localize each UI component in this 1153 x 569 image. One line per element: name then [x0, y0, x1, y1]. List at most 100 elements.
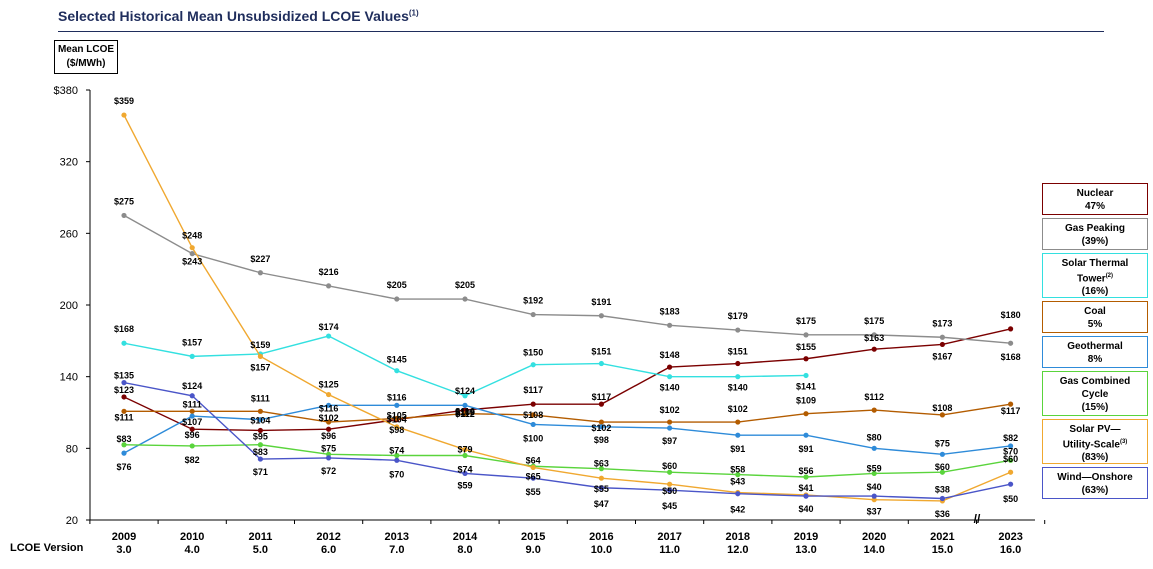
data-label: $175 — [796, 316, 816, 326]
data-point — [257, 408, 263, 414]
data-point — [121, 394, 127, 400]
data-label: $74 — [457, 465, 472, 475]
data-point — [939, 341, 946, 348]
data-label: $80 — [867, 432, 882, 442]
chart-title: Selected Historical Mean Unsubsidized LC… — [58, 8, 419, 24]
version-label: 12.0 — [727, 544, 748, 556]
data-label: $36 — [935, 509, 950, 519]
data-point — [803, 474, 809, 480]
data-label: $180 — [1001, 310, 1021, 320]
data-point — [326, 402, 332, 408]
data-point — [735, 360, 741, 367]
data-label: $104 — [250, 416, 270, 426]
data-label: $140 — [728, 383, 748, 393]
data-point — [189, 426, 195, 432]
data-label: $145 — [387, 355, 407, 365]
data-point — [326, 426, 332, 432]
data-point — [462, 446, 468, 453]
data-label: $155 — [796, 342, 816, 352]
y-tick-label: $380 — [54, 85, 78, 97]
legend-text: Nuclear — [1076, 188, 1114, 199]
data-label: $37 — [867, 507, 882, 517]
x-tick-label: 2015 — [521, 531, 545, 543]
data-label: $70 — [1003, 446, 1018, 456]
data-label: $116 — [455, 406, 475, 416]
data-label: $248 — [182, 231, 202, 241]
x-tick-label: 2018 — [726, 531, 750, 543]
data-label: $157 — [182, 337, 202, 347]
data-label: $70 — [389, 469, 404, 479]
data-point — [735, 374, 741, 380]
data-point — [530, 421, 536, 428]
title-rule — [58, 31, 1104, 32]
data-point — [667, 469, 673, 475]
data-label: $205 — [455, 280, 475, 290]
data-point — [257, 427, 263, 434]
y-axis-label-line2: ($/MWh) — [66, 58, 106, 69]
data-point — [462, 393, 468, 399]
data-label: $148 — [660, 350, 680, 360]
data-point — [326, 455, 332, 461]
legend-text: (15%) — [1081, 402, 1109, 413]
data-label: $96 — [321, 431, 336, 441]
data-point — [803, 493, 809, 499]
data-label: $227 — [250, 254, 270, 264]
data-label: $64 — [526, 455, 541, 465]
legend-item: Solar PV— Utility-Scale(3) (83%) — [1042, 419, 1148, 464]
data-point — [189, 251, 195, 257]
data-label: $111 — [183, 399, 202, 409]
data-label: $117 — [523, 385, 543, 395]
data-point — [462, 452, 468, 459]
data-label: $41 — [798, 483, 813, 493]
data-point — [803, 356, 809, 362]
data-label: $75 — [321, 443, 336, 453]
legend-text: Gas Combined — [1059, 376, 1131, 387]
data-label: $40 — [867, 482, 882, 492]
data-label: $163 — [864, 333, 884, 343]
chart-title-text: Selected Historical Mean Unsubsidized LC… — [58, 8, 409, 24]
data-point — [326, 391, 332, 398]
data-label: $82 — [185, 455, 200, 465]
legend-footnote: (3) — [1119, 439, 1128, 445]
data-label: $45 — [662, 501, 677, 511]
data-point — [1008, 457, 1014, 463]
data-point — [189, 413, 195, 419]
data-point — [939, 469, 946, 475]
y-tick-label: 320 — [60, 157, 78, 169]
version-label: 5.0 — [253, 544, 268, 556]
data-point — [598, 424, 605, 430]
legend-text: Cycle — [1081, 389, 1109, 400]
data-label: $76 — [116, 462, 131, 472]
y-axis-label-line1: Mean LCOE — [57, 44, 115, 55]
data-label: $97 — [662, 436, 677, 446]
data-point — [121, 212, 127, 219]
data-label: $107 — [182, 417, 202, 427]
version-label: 15.0 — [932, 544, 953, 556]
version-label: 16.0 — [1000, 544, 1021, 556]
data-point — [394, 415, 400, 422]
data-label: $98 — [594, 435, 609, 445]
data-label: $83 — [116, 434, 131, 444]
data-point — [598, 485, 605, 491]
data-label: $65 — [526, 471, 541, 481]
x-tick-label: 2014 — [453, 531, 478, 543]
x-tick-label: 2010 — [180, 531, 204, 543]
data-label: $111 — [114, 412, 133, 422]
data-point — [462, 407, 468, 413]
data-point — [871, 470, 877, 477]
data-label: $83 — [253, 447, 268, 457]
data-label: $109 — [796, 396, 816, 406]
data-label: $79 — [457, 445, 472, 455]
data-point — [326, 451, 332, 457]
x-tick-label: 2020 — [862, 531, 886, 543]
legend-text: 8% — [1087, 354, 1103, 365]
legend-text: Solar Thermal — [1061, 258, 1129, 269]
data-label: $42 — [730, 505, 745, 515]
data-label: $50 — [1003, 494, 1018, 504]
data-point — [326, 419, 332, 425]
legend-text: (63%) — [1081, 485, 1109, 496]
data-point — [121, 450, 127, 456]
data-point — [803, 432, 809, 438]
data-label: $95 — [253, 431, 268, 441]
x-tick-label: 2017 — [657, 531, 681, 543]
